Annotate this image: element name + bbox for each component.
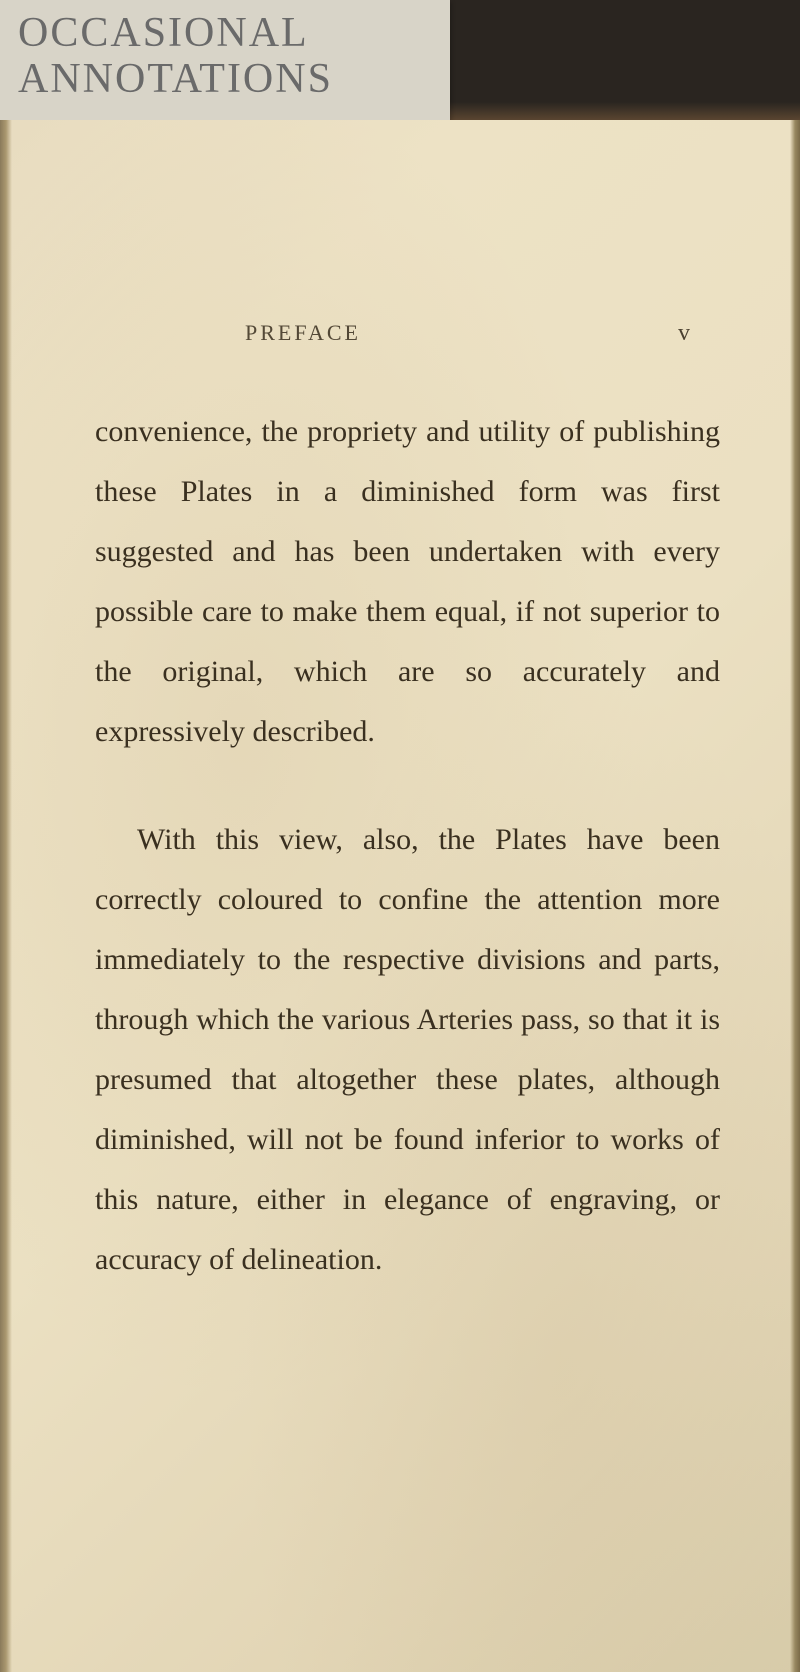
page-header: PREFACE v xyxy=(95,320,720,347)
page-edge-left xyxy=(0,120,12,1672)
preface-heading: PREFACE xyxy=(245,320,361,346)
top-dark-border xyxy=(450,0,800,120)
label-line-1: OCCASIONAL xyxy=(18,10,432,56)
paragraph-2: With this view, also, the Plates have be… xyxy=(95,810,720,1290)
book-page: PREFACE v convenience, the propriety and… xyxy=(0,120,800,1672)
page-edge-right xyxy=(790,120,800,1672)
paragraph-1: convenience, the propriety and utility o… xyxy=(95,402,720,762)
body-text: convenience, the propriety and utility o… xyxy=(95,402,720,1290)
page-number: v xyxy=(678,320,690,347)
annotation-label: OCCASIONAL ANNOTATIONS xyxy=(0,0,450,130)
label-line-2: ANNOTATIONS xyxy=(18,56,432,102)
